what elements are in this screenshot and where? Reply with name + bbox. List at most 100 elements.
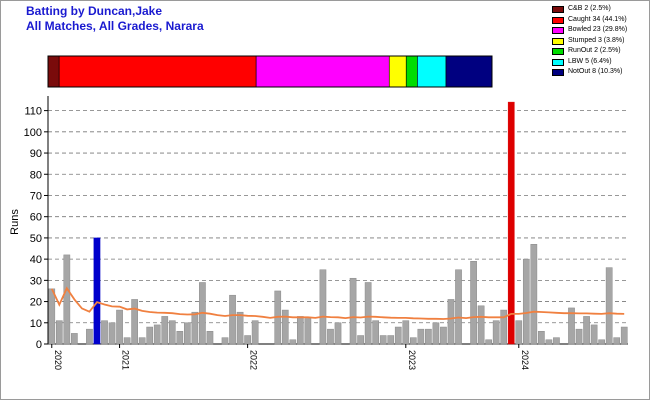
y-tick-label: 80	[30, 169, 42, 181]
y-tick-label: 90	[30, 148, 42, 160]
running-average-line	[50, 286, 625, 320]
x-tick-label: 2024	[520, 350, 530, 370]
x-tick-label: 2022	[249, 350, 259, 370]
innings-bar	[319, 269, 327, 345]
dismissal-segment	[388, 55, 407, 88]
innings-bar	[357, 335, 364, 345]
innings-bar	[522, 258, 530, 345]
x-tick-label: 2023	[407, 350, 417, 370]
dismissal-segment	[47, 55, 60, 88]
dismissal-segment	[58, 55, 257, 88]
innings-bar	[605, 267, 613, 345]
innings-bar	[334, 322, 342, 345]
innings-bar	[620, 326, 628, 345]
innings-bar	[281, 309, 289, 345]
innings-bar	[545, 339, 553, 345]
innings-bar	[530, 244, 538, 345]
innings-bar	[55, 320, 63, 345]
innings-bar	[575, 328, 583, 345]
legend-label: RunOut 2 (2.5%)	[568, 47, 621, 54]
y-tick-label: 100	[24, 127, 42, 139]
innings-bar	[372, 320, 380, 345]
innings-bar	[538, 331, 545, 345]
innings-bar	[138, 337, 146, 345]
innings-bar	[191, 311, 199, 345]
innings-bar	[425, 328, 432, 345]
legend-swatch	[552, 58, 564, 66]
innings-bar	[379, 335, 387, 345]
innings-bar	[168, 320, 176, 345]
innings-bar	[455, 269, 462, 345]
legend-label: LBW 5 (6.4%)	[568, 57, 612, 65]
innings-bar	[251, 320, 259, 345]
legend-label: C&B 2 (2.5%)	[568, 5, 611, 12]
innings-bar	[221, 337, 229, 345]
legend-swatch	[552, 48, 564, 55]
innings-bar	[553, 337, 560, 345]
innings-bar	[590, 324, 598, 345]
innings-bar	[470, 261, 477, 345]
innings-bar	[327, 328, 334, 345]
legend-swatch	[552, 16, 564, 24]
innings-bar	[583, 316, 590, 345]
x-tick-label: 2020	[53, 350, 63, 370]
y-tick-label: 30	[30, 275, 42, 287]
chart-title: Batting by Duncan,Jake	[26, 4, 163, 18]
innings-bar	[63, 254, 71, 345]
y-tick-label: 40	[30, 254, 42, 266]
innings-bar	[161, 316, 169, 345]
y-tick-label: 0	[36, 339, 42, 351]
innings-bar	[108, 322, 116, 345]
legend-swatch	[552, 69, 564, 76]
dismissal-segment	[255, 55, 390, 88]
chart-subtitle: All Matches, All Grades, Narara	[26, 19, 204, 33]
innings-bar	[116, 309, 123, 345]
dismissal-bar-outline	[47, 55, 493, 88]
y-tick-label: 110	[24, 106, 42, 118]
y-tick-label: 50	[30, 233, 42, 245]
innings-bar	[206, 331, 214, 345]
innings-bar	[236, 311, 244, 345]
innings-bar	[432, 322, 440, 345]
innings-bar	[409, 337, 417, 345]
legend-swatch	[552, 37, 564, 45]
innings-bar	[507, 101, 515, 345]
innings-bar	[146, 326, 154, 345]
innings-bar	[229, 294, 236, 345]
innings-bar	[93, 237, 101, 345]
legend-swatch	[552, 6, 564, 13]
innings-bar	[48, 288, 56, 345]
innings-bar	[417, 328, 425, 345]
innings-bar	[364, 282, 372, 345]
innings-bar	[500, 309, 508, 345]
legend-label: Caught 34 (44.1%)	[568, 15, 627, 23]
innings-bar	[492, 320, 500, 345]
legend-label: Stumped 3 (3.8%)	[568, 36, 625, 44]
legend-swatch	[552, 27, 564, 34]
innings-bar	[349, 277, 357, 345]
innings-bar	[244, 335, 251, 345]
innings-bar	[289, 339, 297, 345]
innings-bar	[440, 326, 447, 345]
y-tick-label: 20	[30, 297, 42, 309]
innings-bar	[86, 328, 93, 345]
innings-bar	[598, 339, 605, 345]
innings-bar	[101, 320, 108, 345]
innings-bar	[394, 326, 402, 345]
innings-bar	[184, 322, 191, 345]
y-tick-label: 70	[30, 190, 42, 202]
dismissal-segment	[445, 55, 493, 88]
y-axis-label: Runs	[9, 209, 21, 235]
innings-bar	[387, 335, 395, 345]
innings-bar	[477, 305, 485, 345]
y-tick-label: 60	[30, 212, 42, 224]
legend-label: Bowled 23 (29.8%)	[568, 26, 628, 33]
innings-bar	[123, 337, 131, 345]
innings-bar	[485, 339, 492, 345]
dismissal-segment	[405, 55, 418, 88]
dismissal-segment	[417, 55, 447, 88]
x-tick-label: 2021	[121, 350, 131, 370]
innings-bar	[304, 318, 312, 345]
innings-bar	[447, 299, 455, 345]
